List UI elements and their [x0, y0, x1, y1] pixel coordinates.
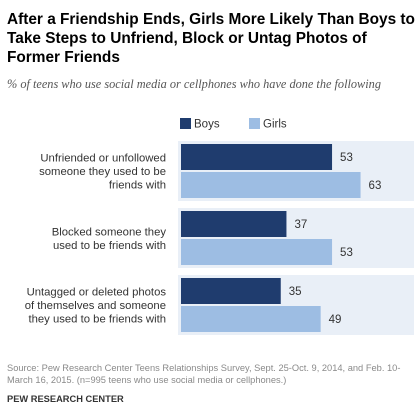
value-label-girls-1: 63 [369, 180, 382, 192]
bar-boys-3 [181, 278, 281, 304]
category-label-line: of themselves and someone [25, 300, 166, 312]
bar-girls-3 [181, 306, 321, 332]
chart-subtitle: % of teens who use social media or cellp… [7, 77, 381, 91]
category-label-line: used to be friends with [53, 240, 166, 252]
value-label-boys-1: 53 [340, 152, 353, 164]
bar-girls-1 [181, 172, 361, 198]
category-label-line: someone they used to be [39, 166, 166, 178]
value-label-boys-2: 37 [294, 219, 307, 231]
value-label-girls-2: 53 [340, 247, 353, 259]
legend: Boys Girls [180, 118, 287, 131]
category-label-line: Unfriended or unfollowed [40, 153, 166, 165]
bar-girls-2 [181, 239, 333, 265]
legend-label-girls: Girls [263, 119, 287, 131]
bar-boys-2 [181, 211, 287, 237]
bar-chart: Boys Girls Unfriended or unfollowedsomeon… [25, 118, 414, 335]
legend-swatch-boys [180, 118, 191, 129]
category-label-line: they used to be friends with [28, 314, 166, 326]
legend-swatch-girls [249, 118, 260, 129]
chart-title: After a Friendship Ends, Girls More Like… [7, 11, 415, 66]
value-label-boys-3: 35 [289, 286, 302, 298]
credit-label: PEW RESEARCH CENTER [7, 394, 124, 404]
category-label-line: friends with [109, 180, 166, 192]
value-label-girls-3: 49 [329, 314, 342, 326]
source-note: Source: Pew Research Center Teens Relati… [7, 363, 401, 385]
category-label-line: Untagged or deleted photos [27, 287, 167, 299]
category-label-line: Blocked someone they [52, 226, 167, 238]
bar-group-2: Blocked someone they used to be friends w… [52, 208, 414, 268]
legend-label-boys: Boys [194, 119, 220, 131]
bar-boys-1 [181, 144, 333, 170]
